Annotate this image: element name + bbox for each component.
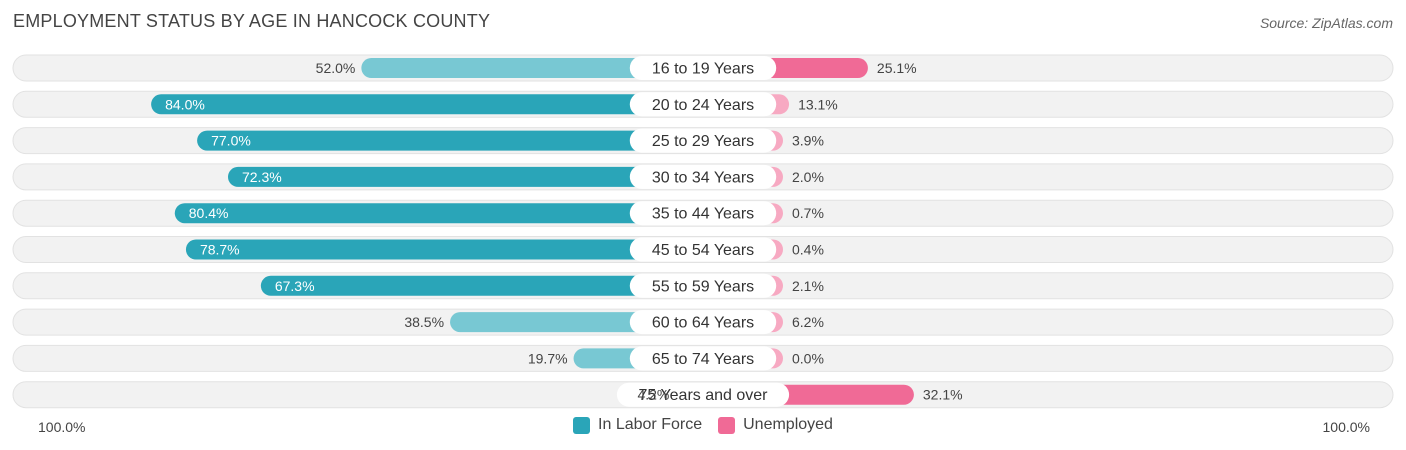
labor-force-bar[interactable] (361, 58, 703, 78)
labor-force-bar[interactable] (185, 239, 704, 260)
labor-value-label: 4.2% (637, 387, 669, 403)
legend-swatch-labor (573, 416, 591, 434)
unemployed-value-label: 2.1% (792, 278, 824, 294)
category-label: 75 Years and over (639, 387, 769, 404)
category-label-pill (616, 382, 790, 407)
category-label: 16 to 19 Years (652, 61, 754, 78)
unemployed-value-label: 32.1% (923, 387, 963, 403)
source-credit: Source: ZipAtlas.com (1259, 15, 1393, 31)
category-label: 30 to 34 Years (652, 169, 754, 186)
labor-value-label: 84.0% (165, 96, 205, 112)
labor-value-label: 19.7% (528, 350, 568, 366)
labor-force-bar[interactable] (151, 94, 703, 115)
unemployed-value-label: 6.2% (792, 314, 824, 330)
category-label: 55 to 59 Years (652, 278, 754, 295)
unemployed-value-label: 0.0% (792, 350, 824, 366)
unemployed-value-label: 13.1% (798, 96, 838, 112)
unemployed-value-label: 0.4% (792, 242, 824, 258)
category-label-pill (629, 237, 777, 262)
category-label-pill (629, 201, 777, 226)
legend-label-labor: In Labor Force (598, 416, 703, 433)
category-label: 35 to 44 Years (652, 206, 754, 223)
category-label: 25 to 29 Years (652, 133, 754, 150)
category-label-pill (629, 128, 777, 153)
legend-swatch-unemployed (718, 416, 736, 434)
axis-right-label: 100.0% (1322, 419, 1370, 435)
legend-label-unemployed: Unemployed (743, 416, 833, 433)
legend-item-unemployed[interactable]: Unemployed (718, 416, 833, 434)
labor-value-label: 52.0% (316, 60, 356, 76)
category-label-pill (629, 164, 777, 189)
labor-value-label: 78.7% (200, 242, 240, 258)
category-label: 20 to 24 Years (652, 97, 754, 114)
axis-left-label: 100.0% (38, 419, 86, 435)
labor-force-bar[interactable] (174, 203, 704, 224)
chart-title: EMPLOYMENT STATUS BY AGE IN HANCOCK COUN… (13, 11, 491, 31)
labor-value-label: 38.5% (404, 314, 444, 330)
legend-item-labor[interactable]: In Labor Force (573, 416, 702, 434)
category-label: 60 to 64 Years (652, 315, 754, 332)
category-label-pill (629, 346, 777, 371)
labor-value-label: 77.0% (211, 133, 251, 149)
labor-value-label: 80.4% (189, 205, 229, 221)
labor-value-label: 67.3% (275, 278, 315, 294)
unemployed-value-label: 2.0% (792, 169, 824, 185)
labor-value-label: 72.3% (242, 169, 282, 185)
labor-force-bar[interactable] (197, 130, 704, 151)
legend: In Labor Force Unemployed (0, 416, 1406, 434)
category-label: 45 to 54 Years (652, 242, 754, 259)
category-label: 65 to 74 Years (652, 351, 754, 368)
category-label-pill (629, 310, 777, 335)
unemployed-value-label: 0.7% (792, 205, 824, 221)
category-label-pill (629, 92, 777, 117)
labor-force-bar[interactable] (227, 166, 703, 187)
labor-force-bar[interactable] (260, 275, 703, 296)
category-label-pill (629, 273, 777, 298)
unemployed-value-label: 25.1% (877, 60, 917, 76)
unemployed-value-label: 3.9% (792, 133, 824, 149)
category-label-pill (629, 56, 777, 80)
